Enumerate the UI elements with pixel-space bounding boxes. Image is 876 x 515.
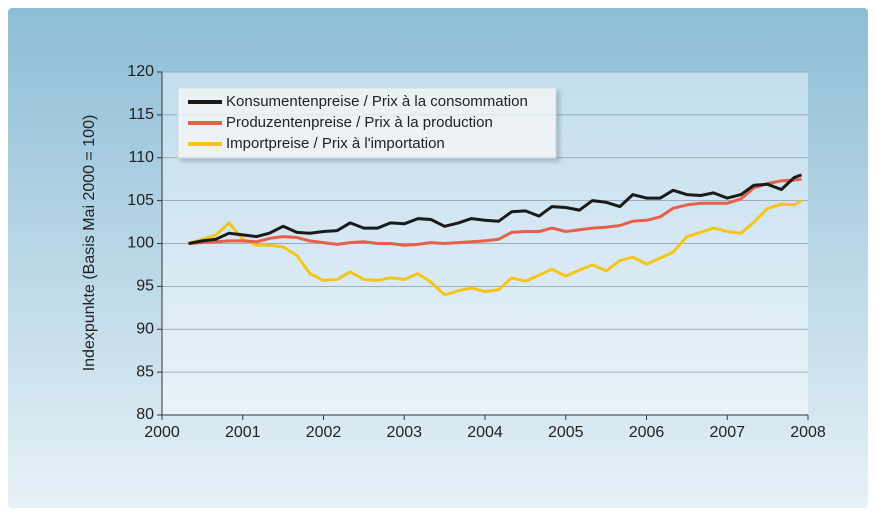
- x-tick-label: 2006: [629, 424, 665, 441]
- series-line: [188, 199, 803, 297]
- x-tick-label: 2008: [790, 424, 826, 441]
- legend-box: [177, 87, 557, 159]
- y-tick-label: 85: [136, 363, 154, 380]
- x-tick-label: 2001: [225, 424, 261, 441]
- x-tick-label: 2005: [548, 424, 584, 441]
- y-tick-label: 90: [136, 320, 154, 337]
- x-tick-label: 2000: [144, 424, 180, 441]
- y-tick-label: 105: [127, 192, 154, 209]
- x-tick-label: 2002: [306, 424, 342, 441]
- y-tick-label: 95: [136, 278, 154, 295]
- y-tick-label: 80: [136, 406, 154, 423]
- y-axis-label: Indexpunkte (Basis Mai 2000 = 100): [81, 115, 98, 372]
- y-tick-label: 100: [127, 235, 154, 252]
- x-tick-label: 2007: [709, 424, 745, 441]
- legend-label: Konsumentenpreise / Prix à la consommati…: [226, 93, 528, 110]
- series-line: [188, 173, 803, 245]
- y-tick-label: 110: [128, 149, 154, 166]
- series-line: [188, 177, 802, 247]
- x-tick-label: 2003: [386, 424, 422, 441]
- legend-label: Importpreise / Prix à l'importation: [226, 135, 445, 152]
- x-tick-label: 2004: [467, 424, 503, 441]
- y-tick-label: 120: [127, 63, 154, 80]
- y-tick-label: 115: [128, 106, 154, 123]
- legend-label: Produzentenpreise / Prix à la production: [226, 114, 493, 131]
